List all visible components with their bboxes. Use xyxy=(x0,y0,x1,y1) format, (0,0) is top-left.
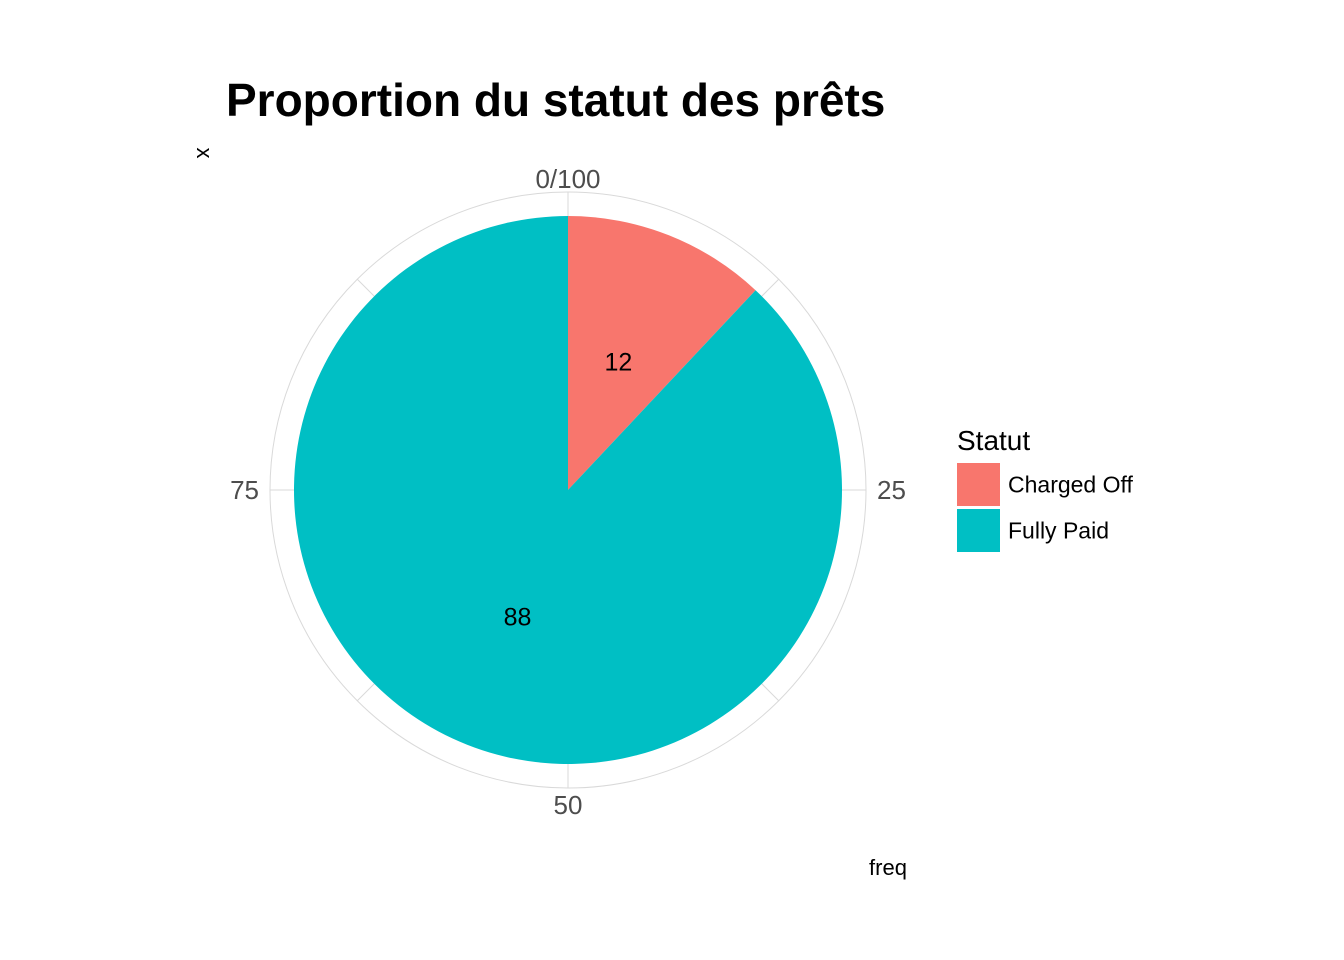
x-axis-title: x xyxy=(192,148,217,159)
chart-title: Proportion du statut des prêts xyxy=(226,74,885,126)
tick-label: 25 xyxy=(877,475,906,505)
legend-label-charged-off: Charged Off xyxy=(1008,472,1133,498)
data-labels: 12 88 xyxy=(504,349,633,632)
slice-charged-off xyxy=(568,216,756,490)
tick-label: 50 xyxy=(554,790,583,820)
data-label-fully-paid: 88 xyxy=(504,603,532,631)
y-axis-title: freq xyxy=(869,855,907,880)
pie-slices xyxy=(293,216,842,765)
legend-key-fully-paid xyxy=(957,509,1000,552)
tick-label: 0/100 xyxy=(535,164,600,194)
tick-label: 75 xyxy=(230,475,259,505)
data-label-charged-off: 12 xyxy=(605,349,633,377)
slice-fully-paid xyxy=(293,216,842,765)
angle-axis-ticks: 0/100 25 50 75 xyxy=(230,164,906,820)
legend-title: Statut xyxy=(957,425,1030,456)
legend-label-fully-paid: Fully Paid xyxy=(1008,518,1109,544)
legend: Statut Charged Off Fully Paid xyxy=(957,425,1133,552)
legend-items: Charged Off Fully Paid xyxy=(957,463,1133,552)
legend-key-charged-off xyxy=(957,463,1000,506)
